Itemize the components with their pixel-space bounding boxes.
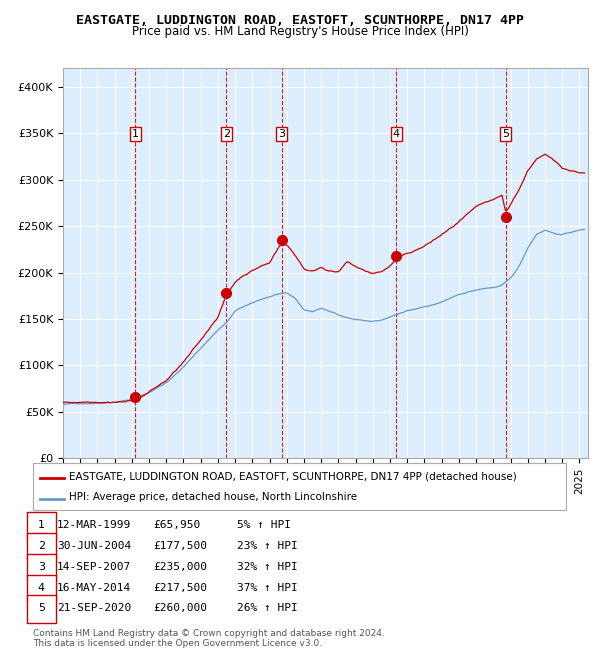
Text: 3: 3: [278, 129, 285, 139]
Text: 16-MAY-2014: 16-MAY-2014: [57, 582, 131, 593]
Text: EASTGATE, LUDDINGTON ROAD, EASTOFT, SCUNTHORPE, DN17 4PP: EASTGATE, LUDDINGTON ROAD, EASTOFT, SCUN…: [76, 14, 524, 27]
Text: EASTGATE, LUDDINGTON ROAD, EASTOFT, SCUNTHORPE, DN17 4PP (detached house): EASTGATE, LUDDINGTON ROAD, EASTOFT, SCUN…: [69, 471, 517, 482]
Text: Contains HM Land Registry data © Crown copyright and database right 2024.
This d: Contains HM Land Registry data © Crown c…: [33, 629, 385, 648]
Text: 5% ↑ HPI: 5% ↑ HPI: [237, 520, 291, 530]
Text: 4: 4: [393, 129, 400, 139]
Text: £65,950: £65,950: [153, 520, 200, 530]
Text: 23% ↑ HPI: 23% ↑ HPI: [237, 541, 298, 551]
Text: HPI: Average price, detached house, North Lincolnshire: HPI: Average price, detached house, Nort…: [69, 492, 357, 502]
Text: 12-MAR-1999: 12-MAR-1999: [57, 520, 131, 530]
Text: 5: 5: [38, 603, 45, 614]
Text: £260,000: £260,000: [153, 603, 207, 614]
Text: £177,500: £177,500: [153, 541, 207, 551]
Text: 26% ↑ HPI: 26% ↑ HPI: [237, 603, 298, 614]
Text: 2: 2: [223, 129, 230, 139]
Text: 1: 1: [131, 129, 139, 139]
Text: 1: 1: [38, 520, 45, 530]
Text: 32% ↑ HPI: 32% ↑ HPI: [237, 562, 298, 572]
Text: 21-SEP-2020: 21-SEP-2020: [57, 603, 131, 614]
Text: 30-JUN-2004: 30-JUN-2004: [57, 541, 131, 551]
Text: 14-SEP-2007: 14-SEP-2007: [57, 562, 131, 572]
Text: 5: 5: [502, 129, 509, 139]
Text: Price paid vs. HM Land Registry's House Price Index (HPI): Price paid vs. HM Land Registry's House …: [131, 25, 469, 38]
Text: 37% ↑ HPI: 37% ↑ HPI: [237, 582, 298, 593]
Text: 2: 2: [38, 541, 45, 551]
Text: £235,000: £235,000: [153, 562, 207, 572]
Text: £217,500: £217,500: [153, 582, 207, 593]
Text: 3: 3: [38, 562, 45, 572]
Text: 4: 4: [38, 582, 45, 593]
